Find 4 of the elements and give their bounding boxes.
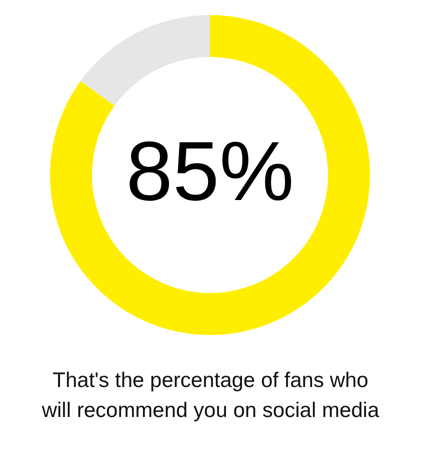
donut-slice bbox=[50, 15, 370, 335]
donut-slice bbox=[80, 15, 210, 106]
data-label: 85% bbox=[126, 124, 294, 218]
text: That's the percentage of fans who will recommend you on social media bbox=[40, 369, 380, 422]
